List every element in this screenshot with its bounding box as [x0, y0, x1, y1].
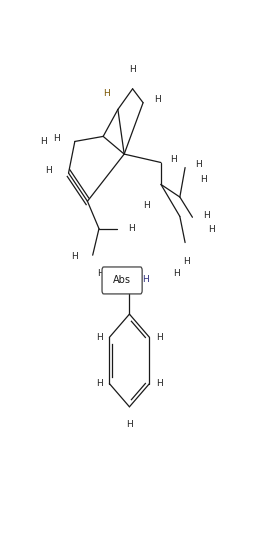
Text: H: H [183, 257, 189, 266]
Text: H: H [96, 379, 103, 388]
Text: H: H [45, 166, 52, 176]
Text: H: H [53, 133, 60, 143]
Text: H: H [154, 95, 161, 104]
Text: H: H [142, 275, 149, 284]
FancyBboxPatch shape [102, 267, 142, 294]
Text: H: H [40, 137, 47, 146]
Text: H: H [143, 201, 150, 210]
Text: H: H [209, 225, 215, 235]
Text: H: H [203, 211, 210, 220]
Text: H: H [156, 333, 163, 342]
Text: H: H [128, 224, 134, 233]
Text: H: H [103, 89, 110, 98]
Text: H: H [129, 65, 136, 74]
Text: H: H [173, 270, 180, 278]
Text: H: H [126, 420, 133, 429]
Text: Abs: Abs [113, 276, 131, 286]
Text: H: H [170, 155, 176, 164]
Text: H: H [71, 252, 78, 260]
Text: H: H [156, 379, 163, 388]
Text: H: H [97, 270, 104, 278]
Text: H: H [96, 333, 103, 342]
Text: H: H [195, 160, 202, 169]
Text: H: H [200, 175, 207, 184]
